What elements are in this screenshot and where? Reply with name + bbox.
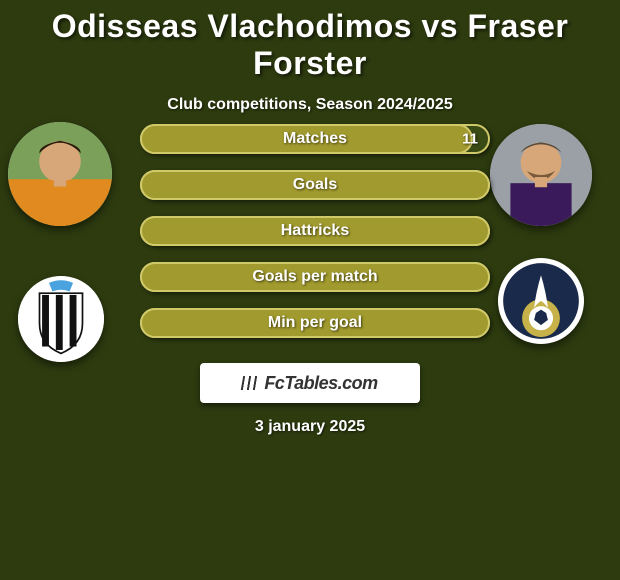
stat-bar: Min per goal (140, 308, 490, 338)
subtitle: Club competitions, Season 2024/2025 (0, 96, 620, 114)
stat-bar-right-value: 11 (462, 131, 478, 148)
stat-bar-label: Min per goal (142, 314, 488, 332)
page-title: Odisseas Vlachodimos vs Fraser Forster (0, 0, 620, 82)
stats-bars: Matches11 Goals Hattricks Goals per match Mi… (140, 124, 490, 354)
stat-bar: Goals (140, 170, 490, 200)
player-left-club-badge (18, 276, 104, 362)
stat-bar: Hattricks (140, 216, 490, 246)
stat-bar: Goals per match (140, 262, 490, 292)
player-left-avatar (8, 122, 112, 226)
stat-bar-label: Matches (142, 130, 488, 148)
stat-bar-label: Goals (142, 176, 488, 194)
watermark-text: FcTables.com (242, 373, 377, 394)
stat-bar-label: Goals per match (142, 268, 488, 286)
date-text: 3 january 2025 (0, 418, 620, 436)
stat-bar-label: Hattricks (142, 222, 488, 240)
stat-bar: Matches11 (140, 124, 490, 154)
player-right-avatar (490, 124, 592, 226)
watermark-badge: FcTables.com (200, 363, 420, 403)
player-right-club-badge (498, 258, 584, 344)
